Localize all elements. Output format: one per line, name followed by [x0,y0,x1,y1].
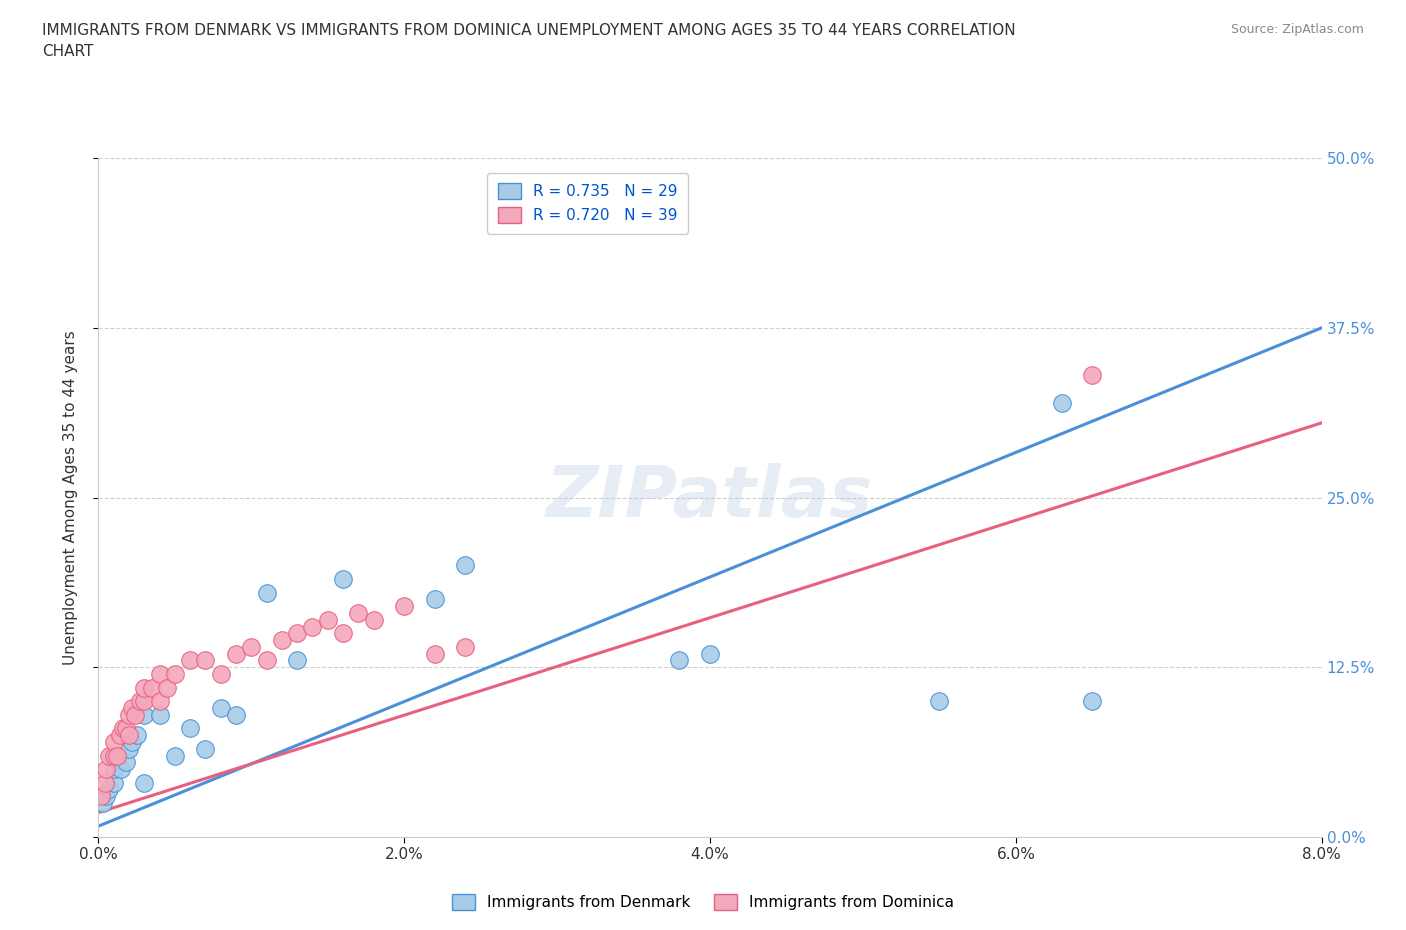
Point [93,776,115,790]
Point [94,762,117,777]
Point [125,727,148,742]
Point [149,708,172,723]
Point [110,762,132,777]
Point [163,667,186,682]
Point [256,585,278,600]
Point [134,680,156,695]
Point [454,558,477,573]
Point [115,755,138,770]
Point [225,708,247,723]
Point [1081,368,1104,383]
Point [94,789,117,804]
Point [149,667,172,682]
Point [285,653,308,668]
Point [301,619,323,634]
Text: Source: ZipAtlas.com: Source: ZipAtlas.com [1230,23,1364,36]
Point [423,592,446,607]
Point [285,626,308,641]
Legend: R = 0.735   N = 29, R = 0.720   N = 39: R = 0.735 N = 29, R = 0.720 N = 39 [488,173,688,233]
Point [194,741,217,756]
Point [316,612,339,627]
Text: IMMIGRANTS FROM DENMARK VS IMMIGRANTS FROM DOMINICA UNEMPLOYMENT AMONG AGES 35 T: IMMIGRANTS FROM DENMARK VS IMMIGRANTS FR… [42,23,1015,60]
Point [134,708,156,723]
Point [90,789,112,804]
Point [103,762,125,777]
Point [118,708,141,723]
Point [194,653,217,668]
Point [1050,395,1073,410]
Point [128,694,150,709]
Point [108,727,131,742]
Point [347,605,370,620]
Point [115,721,138,736]
Point [134,776,156,790]
Point [332,626,354,641]
Point [98,748,121,763]
Point [423,646,446,661]
Text: ZIPatlas: ZIPatlas [547,463,873,532]
Point [928,694,950,709]
Point [240,640,263,655]
Point [699,646,721,661]
Point [179,721,201,736]
Point [668,653,690,668]
Point [111,721,134,736]
Point [103,748,125,763]
Point [103,735,125,750]
Point [256,653,278,668]
Point [163,748,186,763]
Point [118,741,141,756]
Point [98,782,121,797]
Point [392,599,416,614]
Point [225,646,247,661]
Point [454,640,477,655]
Point [209,667,232,682]
Point [134,694,156,709]
Point [124,708,146,723]
Y-axis label: Unemployment Among Ages 35 to 44 years: Unemployment Among Ages 35 to 44 years [63,330,77,665]
Point [103,776,125,790]
Point [118,727,141,742]
Point [179,653,201,668]
Point [332,572,354,587]
Point [270,632,294,647]
Point [121,735,143,750]
Point [121,700,143,715]
Legend: Immigrants from Denmark, Immigrants from Dominica: Immigrants from Denmark, Immigrants from… [444,886,962,918]
Point [363,612,385,627]
Point [1081,694,1104,709]
Point [105,748,128,763]
Point [107,748,129,763]
Point [149,694,172,709]
Point [156,680,179,695]
Point [209,700,232,715]
Point [141,680,163,695]
Point [91,796,114,811]
